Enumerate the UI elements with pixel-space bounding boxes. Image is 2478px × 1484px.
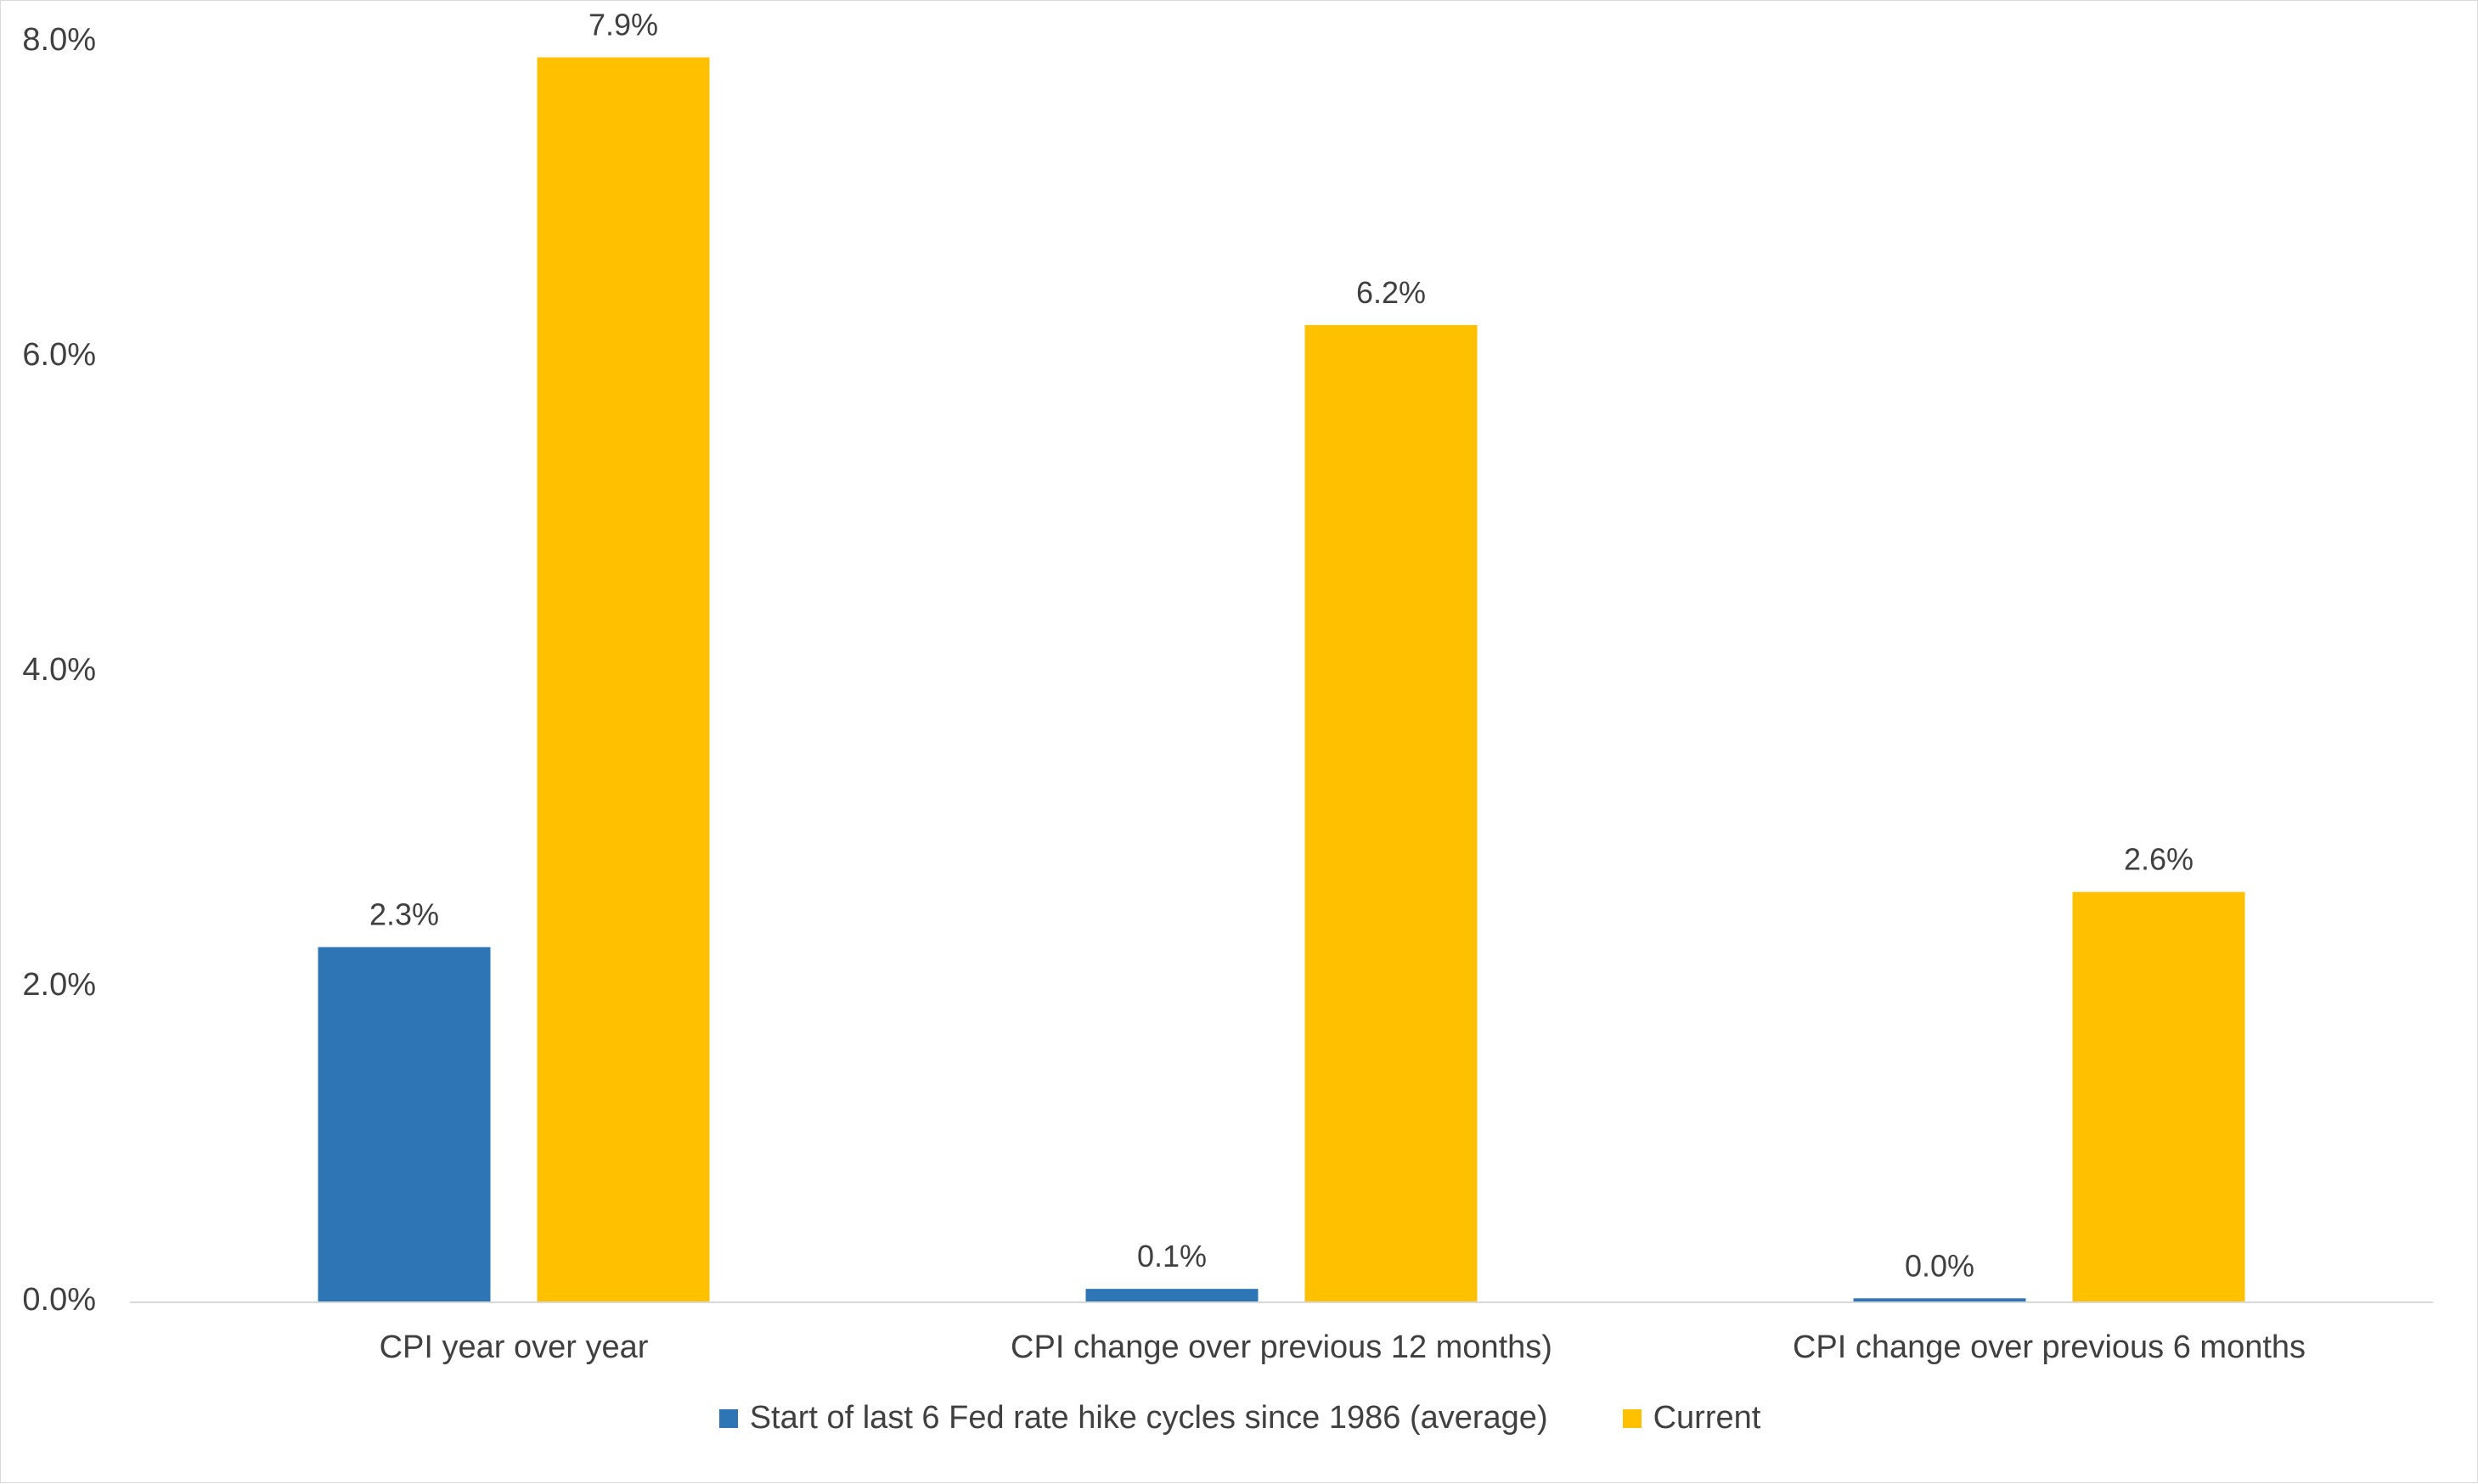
bar — [2072, 891, 2245, 1301]
y-tick-label: 4.0% — [22, 652, 96, 688]
data-label: 2.6% — [2124, 842, 2194, 877]
legend-label: Start of last 6 Fed rate hike cycles sin… — [749, 1400, 1548, 1436]
legend-item-start-of-hike-cycles: Start of last 6 Fed rate hike cycles sin… — [718, 1400, 1548, 1436]
y-tick-label: 0.0% — [22, 1282, 96, 1318]
data-label: 0.1% — [1137, 1239, 1207, 1273]
bar — [318, 947, 491, 1301]
bars — [318, 57, 2245, 1301]
data-labels: 2.3% 7.9% 0.1% 6.2% 0.0% 2.6% — [369, 8, 2194, 1284]
data-label: 6.2% — [1356, 275, 1426, 310]
y-tick-label: 6.0% — [22, 337, 96, 373]
y-tick-label: 2.0% — [22, 967, 96, 1003]
data-label: 2.3% — [369, 897, 439, 932]
y-axis: 0.0% 2.0% 4.0% 6.0% 8.0% — [22, 22, 96, 1318]
data-label: 7.9% — [589, 8, 658, 42]
x-tick-label: CPI change over previous 6 months — [1793, 1329, 2306, 1365]
bar — [1304, 324, 1478, 1301]
legend-label: Current — [1653, 1400, 1761, 1436]
bar — [1085, 1289, 1259, 1301]
x-tick-label: CPI year over year — [380, 1329, 649, 1365]
legend-item-current: Current — [1622, 1400, 1761, 1436]
x-tick-label: CPI change over previous 12 months) — [1011, 1329, 1552, 1365]
x-axis: CPI year over year CPI change over previo… — [380, 1329, 2306, 1365]
legend-swatch-yellow — [1622, 1408, 1642, 1428]
data-label: 0.0% — [1905, 1248, 1974, 1283]
bar — [1853, 1298, 2026, 1301]
y-tick-label: 8.0% — [22, 22, 96, 58]
legend-swatch-blue — [718, 1408, 738, 1428]
legend: Start of last 6 Fed rate hike cycles sin… — [1, 1400, 2478, 1436]
bar — [537, 57, 710, 1301]
